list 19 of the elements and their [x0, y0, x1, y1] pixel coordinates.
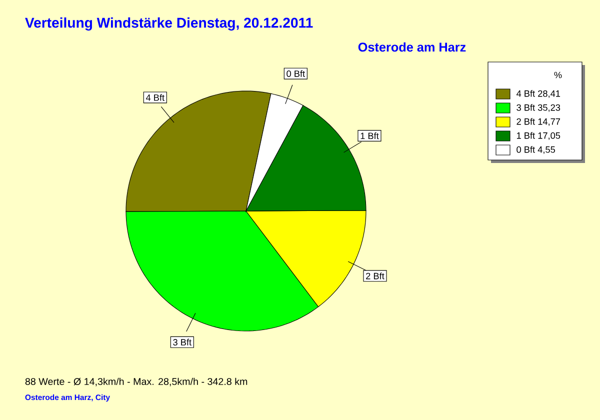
data-label: 4,55 [538, 146, 556, 154]
legend-label: 3 Bft [516, 104, 535, 111]
chart-subtitle: Osterode am Harz [358, 42, 466, 52]
legend-label: 1 Bft [516, 132, 535, 139]
legend-label: 2 Bft [516, 118, 535, 125]
slice-label: 0 Bft [286, 70, 305, 77]
data-label: 17,05 [538, 132, 560, 140]
slice-label: 2 Bft [366, 272, 384, 280]
legend-label: 4 Bft [516, 90, 535, 97]
data-label: 35,23 [538, 104, 560, 112]
text: 88 Werte - Ø 14,3km/h - Max. 28,5km/h - 342.8 km [25, 378, 248, 386]
slice-label: 3 Bft [173, 338, 192, 346]
data-label: 14,77 [538, 118, 560, 126]
legend-label: 0 Bft [516, 146, 535, 153]
legend-title: % [554, 72, 562, 78]
slice-label: 1 Bft [360, 132, 379, 140]
slice-label: 4 Bft [146, 94, 164, 101]
chart-title: Verteilung Windstärke Dienstag, 20.12.2011 [25, 17, 313, 31]
data-label: 28,41 [538, 90, 560, 98]
